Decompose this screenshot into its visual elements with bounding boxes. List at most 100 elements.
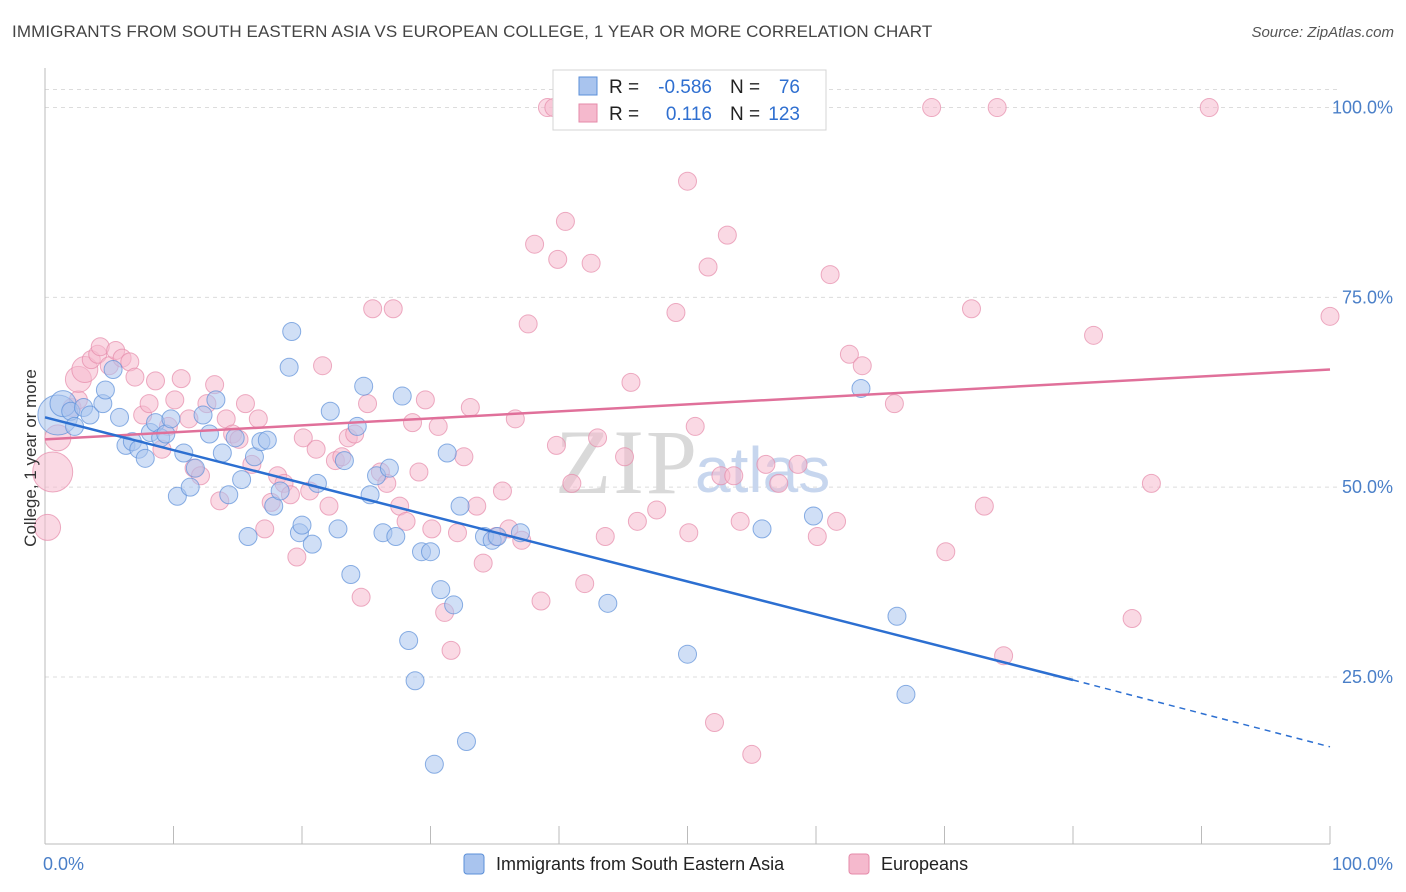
- sea-point-69: [678, 644, 697, 664]
- european-point-108: [807, 527, 827, 547]
- sea-point-63: [456, 732, 476, 752]
- sea-point-46: [347, 416, 367, 436]
- chart-source: Source: ZipAtlas.com: [1251, 24, 1394, 41]
- european-point-81: [555, 211, 575, 231]
- sea-point-13: [135, 448, 155, 468]
- european-point-83: [575, 574, 595, 594]
- european-point-112: [852, 356, 872, 376]
- sea-point-47: [354, 376, 374, 396]
- european-point-122: [1141, 473, 1161, 493]
- tick-labels: 25.0% 50.0% 75.0% 100.0% 0.0% 100.0%: [43, 98, 1393, 874]
- sea-point-70: [752, 519, 772, 539]
- sea-point-22: [185, 458, 205, 478]
- european-point-76: [531, 591, 551, 611]
- sea-point-45: [341, 564, 361, 584]
- legend-r-value-blue: -0.586: [658, 77, 712, 98]
- legend-n-label-pink: N =: [730, 104, 760, 125]
- european-point-34: [255, 519, 275, 539]
- european-point-0: [34, 513, 62, 541]
- x-tick-label-min: 0.0%: [43, 854, 84, 874]
- european-point-60: [422, 519, 442, 539]
- x-tick-label-max: 100.0%: [1332, 854, 1393, 874]
- european-point-74: [518, 314, 538, 334]
- sea-point-53: [392, 386, 412, 406]
- legend-swatch-pink: [578, 103, 598, 123]
- sea-point-59: [431, 580, 451, 600]
- european-point-14: [125, 367, 145, 387]
- european-point-57: [403, 413, 423, 433]
- sea-point-73: [887, 606, 907, 626]
- sea-point-74: [896, 684, 916, 704]
- european-point-103: [730, 511, 750, 531]
- sea-point-27: [219, 485, 239, 505]
- european-point-49: [351, 587, 371, 607]
- european-point-68: [473, 553, 493, 573]
- european-point-85: [588, 428, 608, 448]
- sea-point-29: [232, 470, 252, 490]
- sea-point-71: [803, 506, 823, 526]
- european-point-54: [383, 299, 403, 319]
- european-point-67: [467, 496, 487, 516]
- european-point-59: [415, 390, 435, 410]
- sea-point-54: [399, 631, 419, 651]
- european-point-44: [319, 496, 339, 516]
- sea-point-8: [103, 359, 123, 379]
- bottom-legend-label-blue: Immigrants from South Eastern Asia: [496, 854, 785, 874]
- sea-point-26: [212, 443, 232, 463]
- legend-n-value-blue: 76: [779, 77, 800, 98]
- european-point-61: [428, 416, 448, 436]
- european-point-80: [548, 249, 568, 269]
- sea-point-7: [95, 380, 115, 400]
- sea-point-58: [424, 754, 444, 774]
- sea-point-62: [450, 496, 470, 516]
- european-point-95: [679, 523, 699, 543]
- y-axis-label: College, 1 year or more: [21, 369, 40, 547]
- european-point-1: [32, 451, 74, 493]
- european-point-42: [306, 439, 326, 459]
- sea-point-40: [302, 534, 322, 554]
- european-point-31: [235, 394, 255, 414]
- sea-point-55: [405, 671, 425, 691]
- european-point-17: [146, 371, 166, 391]
- european-point-94: [678, 171, 697, 191]
- european-point-39: [287, 547, 307, 567]
- european-point-99: [704, 713, 724, 733]
- european-point-114: [922, 98, 942, 118]
- y-tick-label-75: 75.0%: [1342, 287, 1393, 307]
- european-point-75: [525, 234, 545, 254]
- european-point-101: [717, 225, 737, 245]
- sea-point-39: [292, 515, 312, 535]
- european-point-79: [546, 435, 566, 455]
- watermark: ZIP atlas: [555, 411, 830, 513]
- sea-trend-extension: [1072, 679, 1331, 748]
- european-point-40: [293, 428, 313, 448]
- european-point-120: [1084, 325, 1104, 345]
- european-point-84: [581, 253, 601, 273]
- legend-swatch-blue: [578, 76, 598, 96]
- y-tick-label-50: 50.0%: [1342, 477, 1393, 497]
- european-point-107: [788, 454, 808, 474]
- legend-r-label-blue: R =: [609, 77, 639, 98]
- bottom-legend-label-pink: Europeans: [881, 854, 968, 874]
- y-tick-label-25: 25.0%: [1342, 667, 1393, 687]
- sea-point-60: [437, 443, 457, 463]
- european-point-82: [562, 473, 582, 493]
- sea-trend-line: [44, 416, 1074, 682]
- european-point-104: [742, 744, 762, 764]
- european-point-33: [248, 409, 268, 429]
- european-point-124: [1320, 306, 1340, 326]
- sea-point-52: [386, 527, 406, 547]
- sea-point-18: [161, 409, 181, 429]
- legend-n-value-pink: 123: [768, 104, 800, 125]
- sea-point-68: [598, 593, 618, 613]
- european-point-117: [974, 496, 994, 516]
- sea-point-24: [199, 424, 219, 444]
- legend-n-label-blue: N =: [730, 77, 760, 98]
- european-point-110: [827, 511, 847, 531]
- sea-point-9: [110, 407, 130, 427]
- european-point-43: [313, 356, 333, 376]
- european-point-106: [769, 473, 789, 493]
- bottom-legend-swatch-blue: [463, 853, 485, 875]
- european-point-123: [1199, 98, 1219, 118]
- european-point-109: [820, 265, 840, 285]
